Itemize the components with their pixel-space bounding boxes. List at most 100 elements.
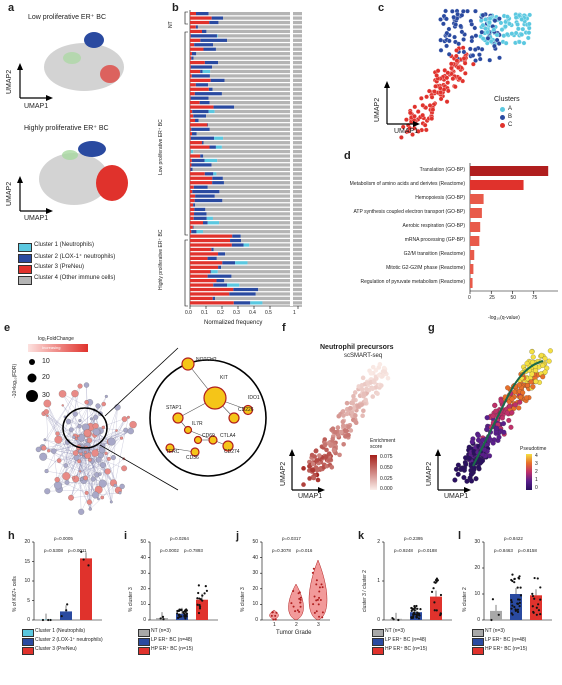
stacked-segment (190, 252, 219, 256)
enrichment-point (364, 386, 369, 392)
cluster-point (446, 38, 452, 44)
stacked-segment (207, 185, 302, 189)
cluster-point (480, 12, 486, 18)
pseudotime-point (473, 476, 479, 482)
enrichment-point (330, 426, 336, 431)
enrichment-point (331, 447, 337, 453)
gene-node (172, 412, 184, 424)
enrichment-bar (470, 278, 473, 288)
cluster-legend-b: B (508, 114, 513, 120)
f-tick-3: 0.000 (380, 486, 393, 492)
b-tick-label: 0.3 (233, 310, 240, 316)
cluster-point (498, 20, 504, 26)
stacked-segment (190, 176, 213, 180)
b-xlabel: Normalized frequency (204, 320, 263, 326)
cluster-point (415, 109, 421, 114)
pseudotime-point (528, 379, 534, 385)
h-legend-label: Cluster 2 (LOX-1⁺ neutrophils) (35, 637, 103, 643)
gene-label: STAP1 (166, 405, 182, 411)
stacked-segment (215, 296, 302, 301)
i-pval: p=0.7893 (184, 548, 203, 553)
enrichment-point (361, 391, 367, 397)
stacked-segment (193, 149, 302, 154)
panel-letter-i: i (124, 530, 128, 542)
pseudotime-point (461, 475, 467, 481)
enrichment-bar (470, 208, 482, 218)
enrichment-point (340, 419, 346, 425)
stacked-segment (190, 136, 215, 140)
b-tick-label: 1 (293, 310, 296, 316)
stacked-segment (222, 198, 302, 203)
pseudotime-point (542, 355, 548, 361)
l-legend-label: HP ER⁺ BC (n=15) (485, 646, 528, 652)
enrichment-point (376, 372, 382, 378)
cluster-point (503, 24, 508, 29)
gene-node (208, 435, 218, 445)
network-node (106, 456, 111, 461)
chart-h (32, 541, 102, 622)
enrichment-point (353, 419, 358, 424)
stacked-segment (206, 29, 302, 34)
stacked-segment (200, 154, 204, 158)
cluster-point (446, 51, 452, 57)
cluster-point (407, 110, 413, 116)
pseudotime-point (504, 410, 510, 416)
pseudotime-point (500, 421, 506, 427)
h-ytick: 15 (24, 558, 30, 565)
f-tick-1: 0.050 (380, 465, 393, 471)
enrichment-point (317, 453, 322, 458)
f-tick-0: 0.075 (380, 454, 393, 460)
cluster-point (412, 104, 418, 110)
network-node (72, 435, 76, 439)
stacked-segment (255, 292, 302, 296)
enrichment-point (314, 458, 320, 463)
cluster-point (507, 21, 512, 27)
stacked-segment (215, 145, 222, 149)
h-ytick: 10 (24, 578, 30, 584)
cluster-point (503, 40, 509, 46)
k-pval: p=0.9248 (394, 548, 413, 553)
enrichment-point (385, 375, 391, 381)
network-node (78, 419, 82, 423)
enrichment-point (348, 428, 354, 433)
l-ytick: 10 (474, 591, 480, 597)
enrichment-point (307, 476, 312, 481)
stacked-segment (212, 65, 302, 69)
cluster-point (445, 88, 451, 94)
pseudotime-point (517, 399, 523, 405)
panel-letter-d: d (344, 150, 351, 162)
stacked-segment (241, 238, 302, 243)
enrichment-point (309, 452, 315, 458)
network-node (98, 446, 106, 454)
stacked-segment (190, 136, 191, 140)
fc-color-bar (28, 344, 88, 352)
network-node (91, 449, 99, 457)
stacked-segment (213, 247, 302, 252)
stacked-segment (195, 83, 209, 87)
network-node (64, 480, 70, 485)
network-node (113, 483, 117, 487)
stacked-segment (223, 136, 302, 140)
stacked-segment (211, 270, 218, 274)
panel-letter-c: c (378, 2, 385, 14)
stacked-segment (224, 78, 302, 82)
l-legend-swatch (472, 647, 484, 655)
stacked-segment (202, 141, 204, 145)
stacked-segment (214, 194, 302, 198)
stacked-segment (222, 261, 236, 265)
gene-node (183, 425, 193, 435)
cluster-point (470, 53, 476, 58)
l-legend-label: LP ER⁺ BC (n=48) (485, 637, 527, 643)
panel-letter-e: e (4, 322, 11, 334)
stacked-segment (190, 216, 194, 220)
cluster-point (469, 38, 475, 44)
stacked-segment (217, 270, 302, 274)
network-node (41, 445, 47, 451)
b-tick-label: 0.0 (185, 310, 192, 316)
stacked-segment (190, 198, 195, 203)
cluster-point (449, 65, 454, 71)
stacked-segment (191, 74, 210, 78)
gene-label: IDO1 (248, 395, 260, 401)
pseudotime-point (508, 424, 514, 430)
stacked-segment (190, 118, 196, 123)
